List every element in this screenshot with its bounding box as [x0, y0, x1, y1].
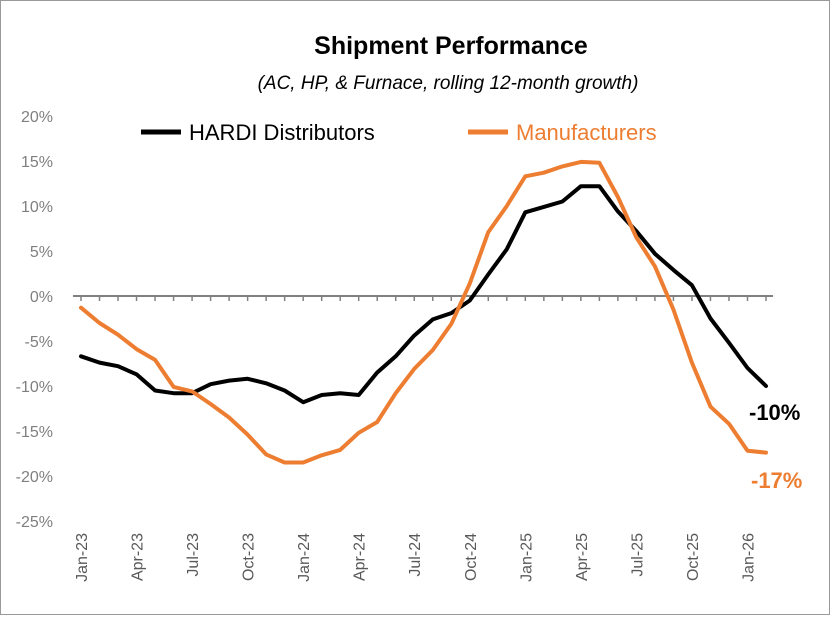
- x-tick-label: Jan-25: [518, 533, 535, 582]
- chart-subtitle: (AC, HP, & Furnace, rolling 12-month gro…: [258, 73, 639, 94]
- series-lines: [79, 159, 768, 465]
- x-tick-label: Jan-23: [74, 533, 91, 582]
- x-tick-label: Apr-23: [130, 533, 147, 581]
- legend: HARDI Distributors Manufacturers: [141, 120, 657, 145]
- x-tick-label: Jul-25: [629, 533, 646, 577]
- y-tick-label: -5%: [25, 334, 53, 351]
- x-tick-label: Oct-23: [241, 533, 258, 581]
- x-axis: [73, 295, 773, 301]
- y-tick-label: 10%: [21, 199, 53, 216]
- y-tick-label: 20%: [21, 109, 53, 126]
- y-axis-ticks: 20% 15% 10% 5% 0% -5% -10% -15% -20% -25%: [16, 109, 53, 531]
- x-tick-label: Apr-25: [574, 533, 591, 581]
- legend-label-manufacturers: Manufacturers: [516, 120, 657, 145]
- series-line-hardi: [79, 184, 768, 405]
- end-label-hardi: -10%: [749, 400, 800, 425]
- x-tick-label: Jan-26: [740, 533, 757, 582]
- x-axis-ticks: Jan-23 Apr-23 Jul-23 Oct-23 Jan-24 Apr-24 Jul-…: [74, 533, 757, 582]
- y-tick-label: -15%: [16, 424, 53, 441]
- x-tick-label: Jul-23: [185, 533, 202, 577]
- y-tick-label: -20%: [16, 469, 53, 486]
- x-tick-label: Jul-24: [407, 533, 424, 577]
- x-tick-label: Oct-25: [685, 533, 702, 581]
- legend-label-hardi: HARDI Distributors: [189, 120, 375, 145]
- y-tick-label: 5%: [30, 244, 53, 261]
- x-tick-label: Apr-24: [352, 533, 369, 581]
- y-tick-label: -10%: [16, 379, 53, 396]
- chart-title: Shipment Performance: [314, 32, 588, 60]
- series-line-manufacturers: [79, 159, 768, 465]
- x-tick-label: Oct-24: [463, 533, 480, 581]
- y-tick-label: 15%: [21, 154, 53, 171]
- y-tick-label: -25%: [16, 514, 53, 531]
- end-label-manufacturers: -17%: [751, 468, 802, 493]
- y-tick-label: 0%: [30, 289, 53, 306]
- x-tick-label: Jan-24: [296, 533, 313, 582]
